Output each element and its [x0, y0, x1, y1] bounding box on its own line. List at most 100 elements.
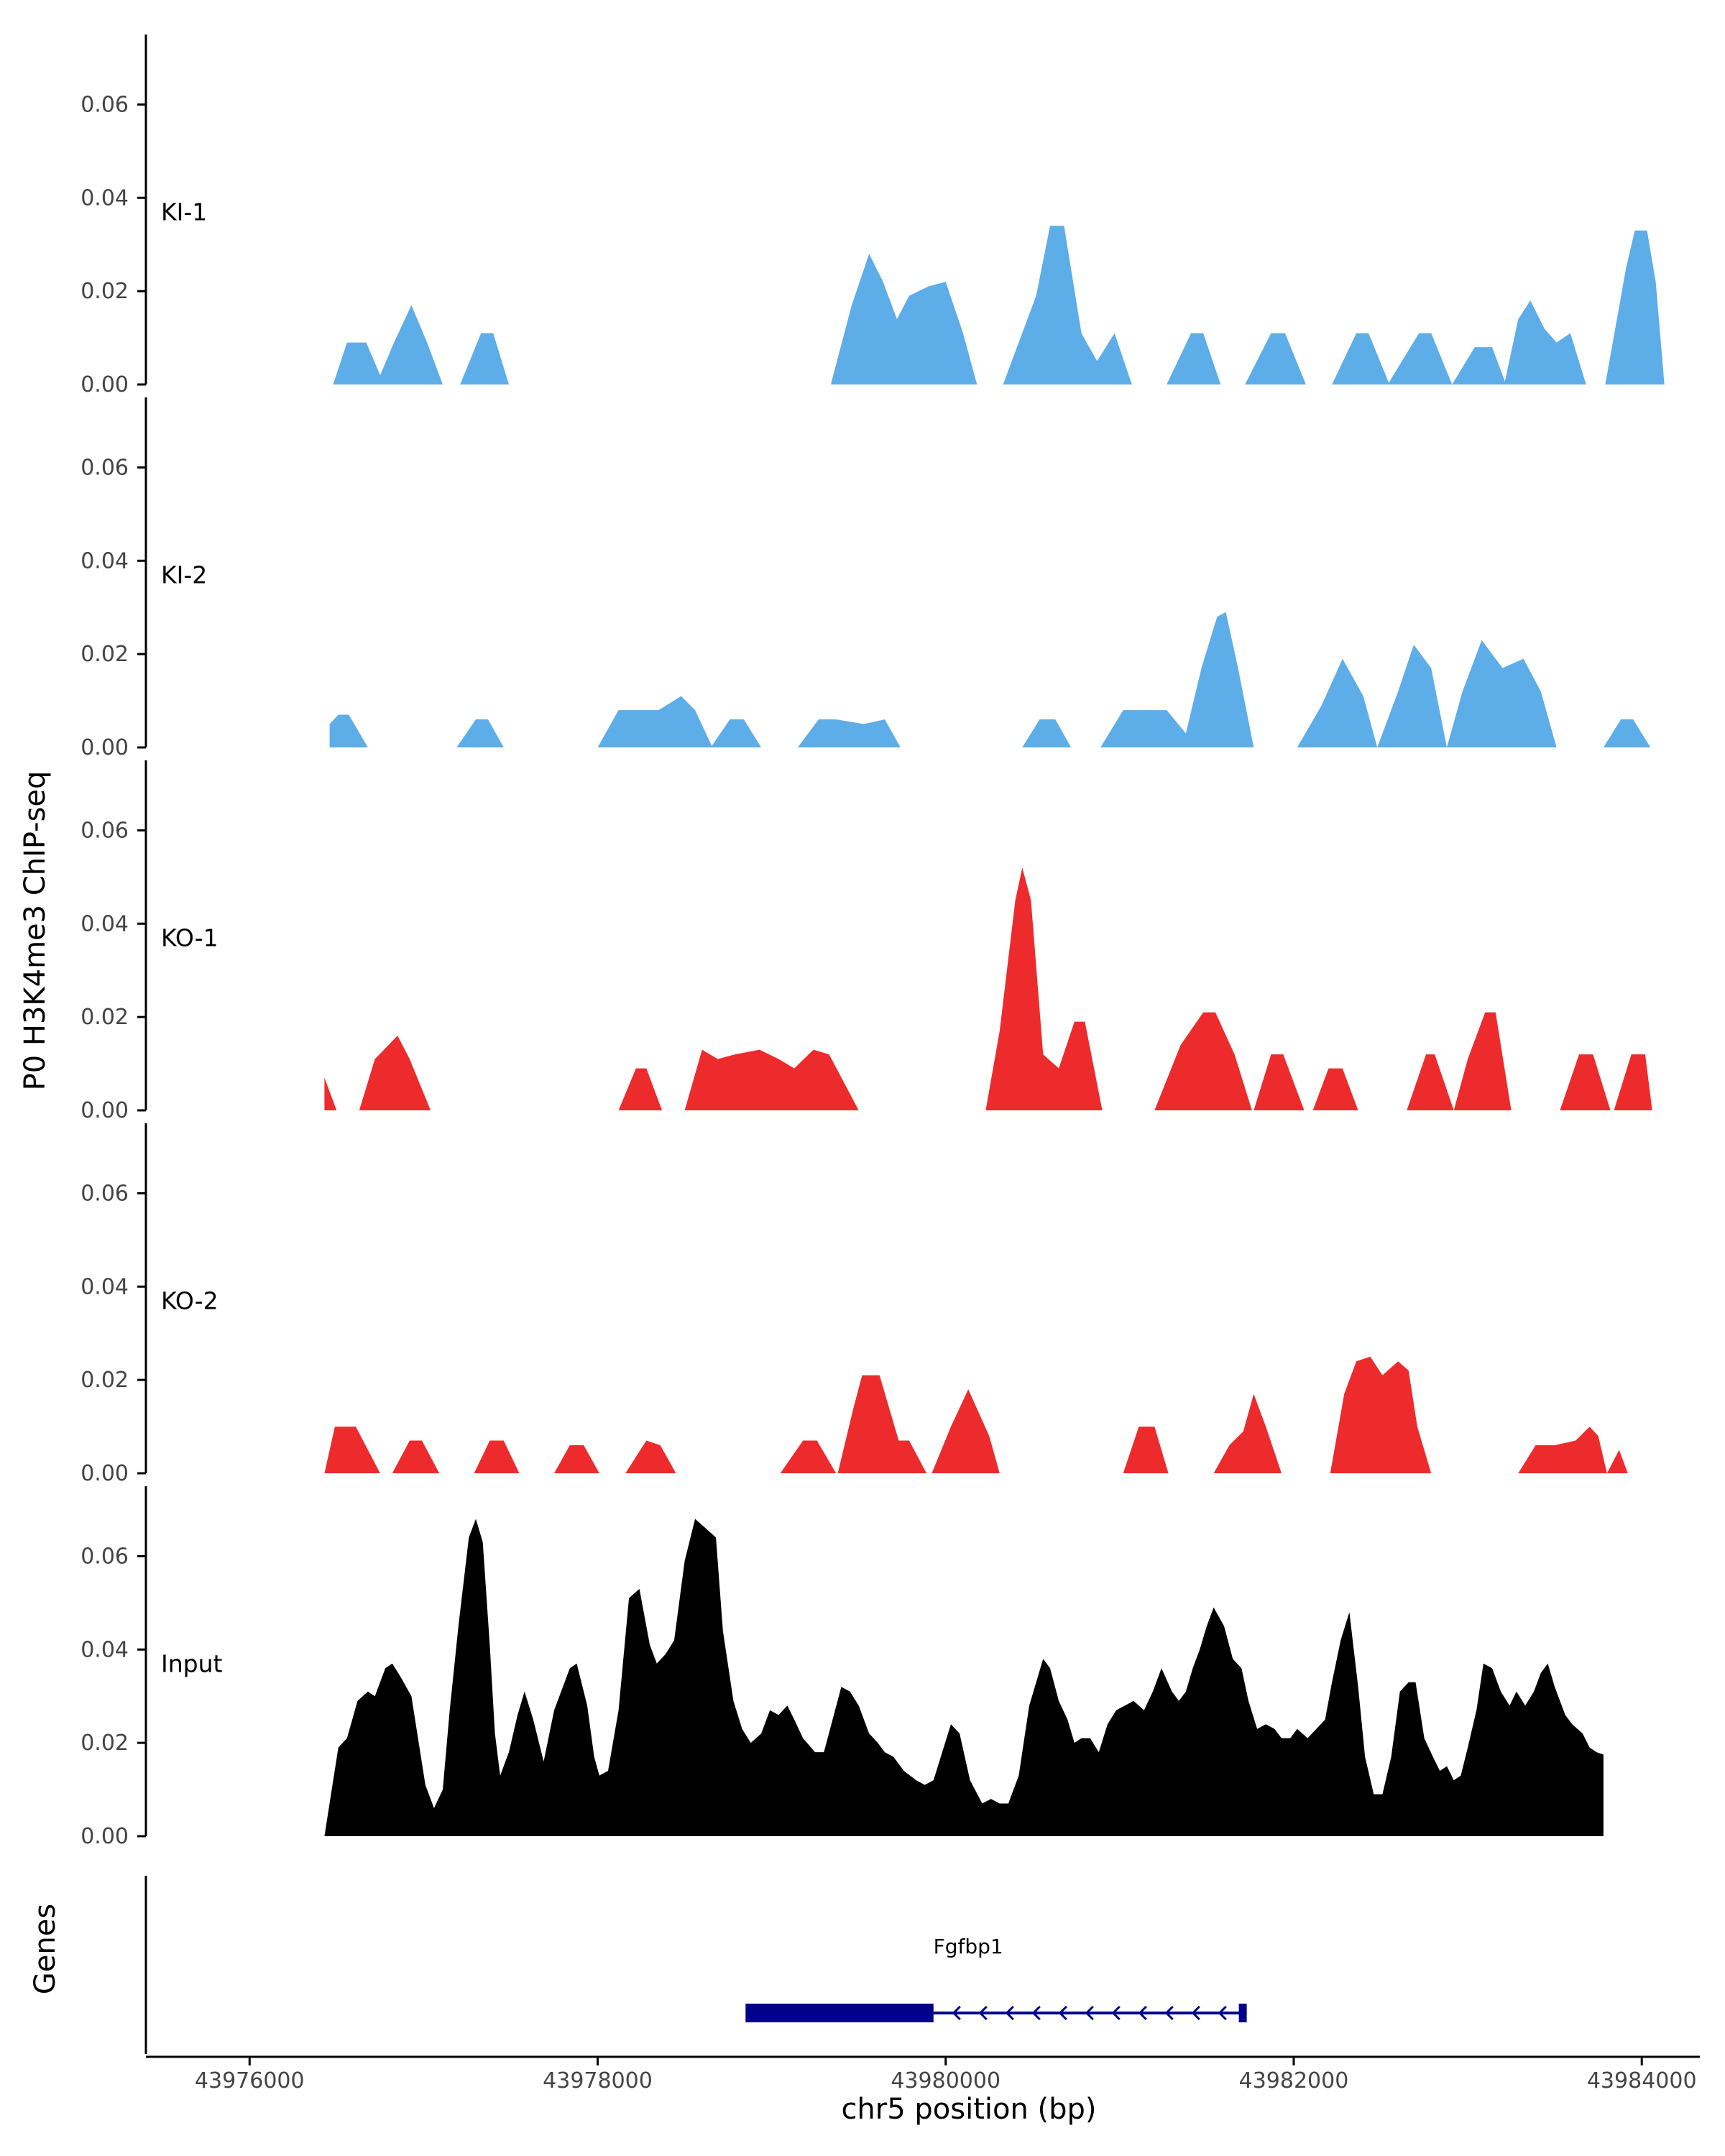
track-label: KO-2	[161, 1287, 218, 1315]
coverage-area	[1387, 333, 1453, 384]
coverage-area	[1213, 1393, 1282, 1473]
strand-arrow	[1138, 2005, 1147, 2021]
coverage-area	[684, 1049, 859, 1110]
coverage-area	[830, 254, 978, 384]
y-tick-label: 0.00	[80, 372, 129, 397]
track-panel-input: 0.00 0.02 0.04 0.06 Input	[80, 1486, 1604, 1849]
y-tick-label: 0.02	[80, 642, 129, 667]
x-tick-label: 43984000	[1587, 2068, 1697, 2093]
coverage-area	[1332, 333, 1390, 384]
y-tick-label: 0.04	[80, 1274, 129, 1299]
strand-arrow	[1005, 2005, 1014, 2021]
x-tick-label: 43976000	[195, 2068, 305, 2093]
gene-exon-block	[1238, 2004, 1247, 2022]
y-tick-label: 0.02	[80, 1368, 129, 1393]
coverage-area	[1518, 1427, 1607, 1473]
track-panel-ko-1: 0.00 0.02 0.04 0.06 KO-1	[80, 760, 1652, 1123]
coverage-area	[780, 1440, 837, 1473]
coverage-area	[1606, 1450, 1628, 1473]
gene-name-label: Fgfbp1	[934, 1935, 1003, 1958]
coverage-area	[1245, 333, 1306, 384]
coverage-area	[1452, 347, 1506, 384]
coverage-area	[324, 1427, 380, 1473]
coverage-area	[597, 696, 713, 747]
coverage-area	[1003, 226, 1132, 384]
y-tick-label: 0.06	[80, 818, 129, 843]
coverage-area	[1614, 1054, 1652, 1110]
coverage-area	[1560, 1054, 1611, 1110]
coverage-area	[1453, 1012, 1512, 1110]
strand-arrow	[1164, 2005, 1174, 2021]
strand-arrow	[1058, 2005, 1067, 2021]
coverage-area	[618, 1068, 663, 1110]
coverage-area	[1447, 640, 1557, 747]
coverage-area	[324, 1519, 1604, 1836]
coverage-area	[324, 1077, 337, 1110]
y-tick-label: 0.04	[80, 1637, 129, 1662]
y-tick-label: 0.02	[80, 1731, 129, 1756]
y-tick-label: 0.02	[80, 1005, 129, 1030]
y-tick-label: 0.00	[80, 735, 129, 760]
coverage-area	[359, 1036, 431, 1110]
strand-arrow	[1191, 2005, 1200, 2021]
y-tick-label: 0.00	[80, 1461, 129, 1486]
coverage-area	[329, 714, 368, 747]
coverage-area	[474, 1440, 520, 1473]
coverage-area	[837, 1375, 927, 1473]
coverage-area	[625, 1440, 676, 1473]
track-label: KI-1	[161, 198, 207, 226]
strand-arrow	[1218, 2005, 1227, 2021]
track-label: Input	[161, 1650, 223, 1678]
y-tick-label: 0.06	[80, 1544, 129, 1569]
x-tick-label: 43982000	[1239, 2068, 1349, 2093]
y-tick-label: 0.04	[80, 185, 129, 211]
coverage-area	[1407, 1054, 1454, 1110]
gene-exon-block	[745, 2004, 934, 2022]
coverage-area	[1312, 1068, 1358, 1110]
y-tick-label: 0.06	[80, 455, 129, 480]
y-axis-label: P0 H3K4me3 ChIP-seq	[19, 771, 52, 1091]
y-tick-label: 0.00	[80, 1098, 129, 1123]
coverage-area	[1377, 645, 1447, 747]
coverage-area	[1123, 1427, 1169, 1473]
track-panel-ki-1: 0.00 0.02 0.04 0.06 KI-1	[80, 34, 1665, 397]
coverage-area	[333, 305, 443, 384]
y-tick-label: 0.04	[80, 911, 129, 936]
strand-arrow	[978, 2005, 988, 2021]
coverage-area	[1605, 230, 1665, 384]
strand-arrow	[952, 2005, 961, 2021]
coverage-area	[985, 867, 1103, 1110]
coverage-area	[932, 1389, 1000, 1473]
coverage-area	[1297, 658, 1378, 747]
track-panel-ki-2: 0.00 0.02 0.04 0.06 KI-2	[80, 397, 1651, 760]
coverage-area	[1167, 333, 1221, 384]
coverage-area	[1154, 1012, 1252, 1110]
coverage-area	[392, 1440, 440, 1473]
gene-track-label: Genes	[29, 1904, 62, 1994]
strand-arrow	[1111, 2005, 1121, 2021]
coverage-area	[1330, 1356, 1432, 1473]
track-panel-ko-2: 0.00 0.02 0.04 0.06 KO-2	[80, 1123, 1628, 1486]
coverage-area	[1254, 1054, 1305, 1110]
x-tick-label: 43978000	[543, 2068, 653, 2093]
track-label: KI-2	[161, 561, 207, 589]
y-tick-label: 0.06	[80, 92, 129, 117]
y-tick-label: 0.04	[80, 548, 129, 573]
strand-arrow	[1031, 2005, 1041, 2021]
coverage-area	[1504, 300, 1586, 384]
coverage-area	[460, 333, 509, 384]
coverage-area	[554, 1445, 599, 1473]
y-tick-label: 0.06	[80, 1181, 129, 1206]
coverage-area	[710, 719, 762, 747]
track-label: KO-1	[161, 924, 218, 952]
strand-arrow	[1085, 2005, 1094, 2021]
coverage-area	[1022, 719, 1072, 747]
y-tick-label: 0.02	[80, 279, 129, 304]
coverage-area	[797, 719, 901, 747]
coverage-area	[456, 719, 504, 747]
y-tick-label: 0.00	[80, 1824, 129, 1849]
coverage-area	[1100, 612, 1254, 747]
x-tick-label: 43980000	[891, 2068, 1000, 2093]
x-axis-label: chr5 position (bp)	[841, 2093, 1096, 2126]
